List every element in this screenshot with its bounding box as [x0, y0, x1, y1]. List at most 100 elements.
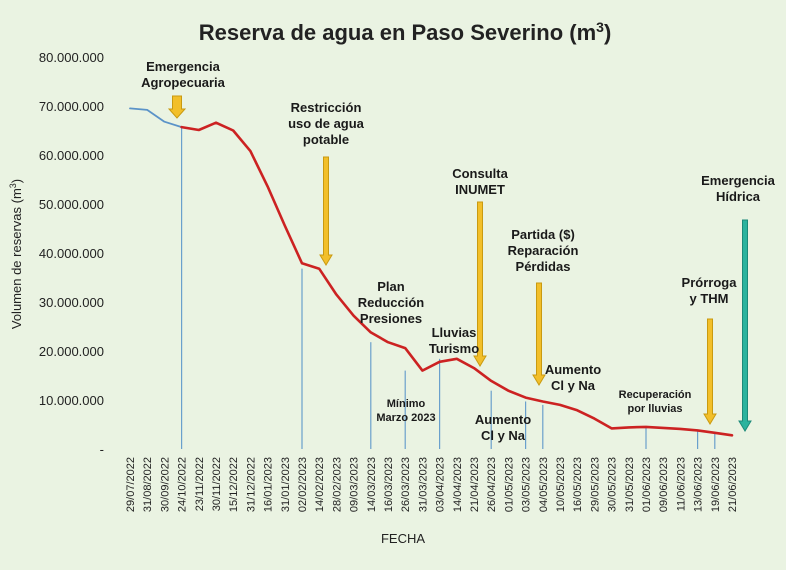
x-tick-label: 10/05/2023 — [555, 457, 567, 512]
x-tick-label: 31/01/2023 — [280, 457, 292, 512]
annotation-line: Hídrica — [716, 189, 761, 204]
x-tick-label: 29/07/2022 — [125, 457, 137, 512]
x-tick-label: 13/06/2023 — [693, 457, 705, 512]
annotation-label: Consulta INUMET — [452, 166, 508, 197]
annotation-arrow — [532, 282, 546, 386]
y-tick-label: 10.000.000 — [39, 393, 104, 408]
annotation-line: Pérdidas — [516, 259, 571, 274]
annotation-arrows — [167, 95, 752, 432]
x-tick-label: 21/04/2023 — [469, 457, 481, 512]
x-tick-label: 26/04/2023 — [486, 457, 498, 512]
annotation-label: Emergencia Hídrica — [701, 173, 775, 204]
x-tick-label: 14/04/2023 — [452, 457, 464, 512]
annotation-line: Plan — [377, 279, 405, 294]
x-tick-label: 29/05/2023 — [589, 457, 601, 512]
x-tick-label: 21/06/2023 — [727, 457, 739, 512]
annotation-line: Restricción — [291, 100, 362, 115]
x-tick-label: 16/01/2023 — [263, 457, 275, 512]
annotation-label: Lluvias Turismo — [429, 325, 479, 356]
annotation-line: Marzo 2023 — [376, 412, 435, 424]
x-tick-label: 09/03/2023 — [349, 457, 361, 512]
x-tick-label: 30/11/2022 — [211, 457, 223, 511]
annotation-line: Cl y Na — [551, 378, 596, 393]
x-tick-label: 31/05/2023 — [624, 457, 636, 512]
annotation-line: potable — [303, 132, 349, 147]
annotation-line: Recuperación — [619, 389, 692, 401]
series-line-main — [180, 121, 734, 437]
annotation-label: Prórroga y THM — [682, 275, 738, 306]
annotation-line: Turismo — [429, 341, 479, 356]
y-tick-label: 50.000.000 — [39, 197, 104, 212]
x-tick-label: 30/05/2023 — [607, 457, 619, 512]
annotation-label: Aumento Cl y Na — [545, 362, 601, 393]
data-series — [129, 107, 734, 437]
x-axis-ticks: 29/07/2022 31/08/2022 30/09/2022 24/10/2022… — [125, 457, 739, 512]
x-tick-label: 03/05/2023 — [521, 457, 533, 512]
annotation-line: INUMET — [455, 182, 505, 197]
series-line-early — [129, 107, 183, 128]
y-tick-label: 80.000.000 — [39, 50, 104, 65]
x-tick-label: 01/05/2023 — [503, 457, 515, 512]
annotation-label: Recuperación por lluvias — [619, 389, 692, 415]
x-tick-label: 24/10/2022 — [177, 457, 189, 512]
annotation-line: y THM — [690, 291, 729, 306]
annotation-label: Partida ($) Reparación Pérdidas — [508, 227, 579, 274]
x-tick-label: 14/02/2023 — [314, 457, 326, 512]
x-tick-label: 15/12/2022 — [228, 457, 240, 512]
annotation-line: Partida ($) — [511, 227, 575, 242]
x-tick-label: 03/04/2023 — [435, 457, 447, 512]
x-tick-label: 19/06/2023 — [710, 457, 722, 512]
annotation-line: Reparación — [508, 243, 579, 258]
x-tick-label: 16/03/2023 — [383, 457, 395, 512]
x-tick-label: 31/03/2023 — [417, 457, 429, 512]
y-tick-label: 40.000.000 — [39, 246, 104, 261]
y-tick-label: 70.000.000 — [39, 99, 104, 114]
annotation-line: Aumento — [475, 412, 531, 427]
annotation-arrow — [473, 201, 487, 367]
annotation-label: Restricción uso de agua potable — [288, 100, 365, 147]
event-marker-lines — [181, 127, 716, 449]
y-axis-label: Volumen de reservas (m3) — [8, 179, 24, 329]
annotation-line: Mínimo — [387, 398, 426, 410]
annotation-label: Emergencia Agropecuaria — [141, 59, 226, 90]
x-tick-label: 09/06/2023 — [658, 457, 670, 512]
x-tick-label: 28/02/2023 — [331, 457, 343, 512]
annotation-arrow — [167, 95, 187, 119]
y-tick-label: 60.000.000 — [39, 148, 104, 163]
x-tick-label: 31/08/2022 — [142, 457, 154, 512]
annotation-line: por lluvias — [627, 403, 682, 415]
annotation-line: Emergencia — [146, 59, 220, 74]
annotation-line: Reducción — [358, 295, 425, 310]
annotation-arrow — [319, 156, 333, 266]
x-tick-label: 02/02/2023 — [297, 457, 309, 512]
x-tick-label: 23/11/2022 — [194, 457, 206, 511]
annotation-line: Cl y Na — [481, 428, 526, 443]
annotation-arrow — [738, 219, 752, 432]
annotation-line: Presiones — [360, 311, 422, 326]
x-tick-label: 14/03/2023 — [366, 457, 378, 512]
annotation-line: Aumento — [545, 362, 601, 377]
x-axis-label: FECHA — [381, 531, 425, 546]
x-tick-label: 30/09/2022 — [159, 457, 171, 512]
annotation-line: Agropecuaria — [141, 75, 226, 90]
x-tick-label: 26/03/2023 — [400, 457, 412, 512]
annotation-label: Mínimo Marzo 2023 — [376, 398, 435, 424]
annotation-label: Plan Reducción Presiones — [358, 279, 425, 326]
x-tick-label: 04/05/2023 — [538, 457, 550, 512]
annotation-arrow — [703, 318, 717, 425]
y-tick-label: 30.000.000 — [39, 295, 104, 310]
x-tick-label: 16/05/2023 — [572, 457, 584, 512]
y-tick-label: 20.000.000 — [39, 344, 104, 359]
annotation-line: Emergencia — [701, 173, 775, 188]
x-tick-label: 01/06/2023 — [641, 457, 653, 512]
annotation-label: Aumento Cl y Na — [475, 412, 531, 443]
chart-title: Reserva de agua en Paso Severino (m3) — [199, 19, 612, 45]
annotation-line: uso de agua — [288, 116, 365, 131]
y-axis-ticks: - 10.000.000 20.000.000 30.000.000 40.000.00… — [39, 50, 104, 457]
x-tick-label: 31/12/2022 — [245, 457, 257, 512]
y-tick-label: - — [100, 442, 104, 457]
annotation-line: Consulta — [452, 166, 508, 181]
x-tick-label: 11/06/2023 — [675, 457, 687, 511]
